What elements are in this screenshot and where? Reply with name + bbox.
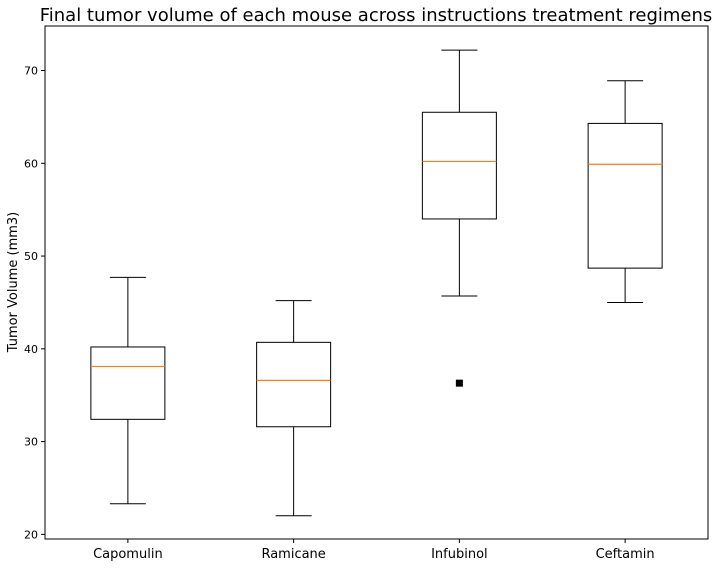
- x-tick-label: Ceftamin: [596, 547, 655, 562]
- x-tick-label: Capomulin: [93, 547, 163, 562]
- iqr-box: [90, 346, 166, 420]
- plot-area-frame: [44, 25, 709, 540]
- y-tick-label: 70: [24, 65, 38, 78]
- x-tick-label: Ramicane: [261, 547, 325, 562]
- outlier-point: [455, 379, 463, 387]
- x-axis-ticks: Capomulin Ramicane Infubinol Ceftamin: [93, 539, 655, 562]
- y-tick-label: 50: [24, 250, 38, 263]
- box-capomulin: [90, 276, 166, 505]
- x-tick-label: Infubinol: [431, 547, 488, 562]
- box-ramicane: [256, 300, 332, 517]
- iqr-box: [256, 341, 332, 428]
- y-tick-label: 20: [24, 528, 38, 541]
- iqr-box: [587, 122, 663, 269]
- y-tick-label: 40: [24, 343, 38, 356]
- box-infubinol: [421, 49, 497, 387]
- chart-title: Final tumor volume of each mouse across …: [40, 5, 712, 26]
- y-axis-label: Tumor Volume (mm3): [6, 212, 21, 354]
- y-tick-label: 30: [24, 436, 38, 449]
- box-ceftamin: [587, 80, 663, 303]
- box-series: [90, 49, 663, 517]
- y-axis-ticks: 20 30 40 50 60 70: [24, 65, 45, 541]
- y-tick-label: 60: [24, 157, 38, 170]
- iqr-box: [421, 111, 497, 220]
